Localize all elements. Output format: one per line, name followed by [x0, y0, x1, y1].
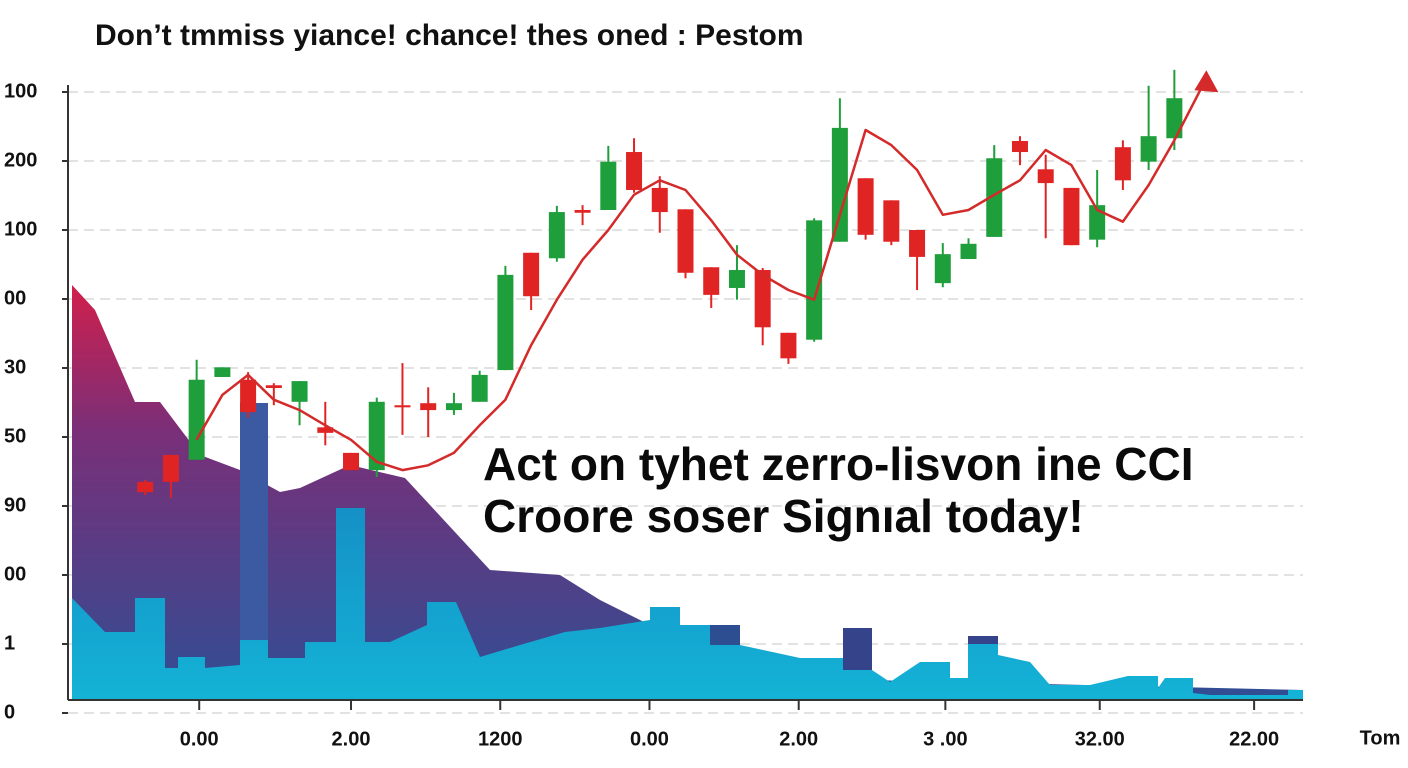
trend-line	[195, 128, 1176, 472]
candle-body	[934, 254, 951, 284]
x-tick-label: 32.00	[1075, 728, 1125, 750]
background-area	[72, 285, 1303, 700]
candle-body	[626, 152, 643, 190]
candle-body	[574, 209, 591, 213]
background-bar	[710, 625, 740, 645]
candle-body	[1089, 205, 1106, 240]
candle-body	[1037, 169, 1054, 184]
candle-body	[857, 178, 874, 235]
candle-body	[548, 212, 565, 259]
annotation: Croore soser Signıal today!	[483, 490, 1084, 542]
x-tick-label: 2.00	[332, 728, 371, 750]
candle-body	[291, 381, 308, 402]
candle-body	[137, 481, 154, 493]
annotation: Act on tyhet zerro-lisvon ine CCI	[483, 438, 1194, 490]
candle-body	[523, 252, 540, 297]
candle-body	[960, 243, 977, 259]
y-tick-label: 50	[4, 425, 26, 447]
candle-body	[420, 403, 437, 411]
x-tick-label: 0.00	[180, 728, 219, 750]
background-area	[72, 508, 1303, 700]
x-tick-label: 22.00	[1229, 728, 1279, 750]
y-tick-label: 100	[4, 80, 37, 102]
x-tick-label: 2.00	[779, 728, 818, 750]
candle-body	[651, 187, 668, 213]
candle-body	[883, 200, 900, 242]
candle-body	[1114, 147, 1131, 181]
candle-body	[728, 270, 745, 288]
candle-body	[162, 454, 179, 482]
y-tick-label: 00	[4, 287, 26, 309]
candle-body	[677, 209, 694, 273]
candle-body	[806, 220, 823, 340]
y-tick-label: 1	[4, 632, 15, 654]
y-tick-label: 00	[4, 563, 26, 585]
candle-body	[600, 161, 617, 210]
background-bar	[843, 628, 872, 670]
candle-body	[1166, 98, 1183, 139]
candle-body	[497, 274, 514, 371]
candle-body	[780, 332, 797, 359]
candle-body	[1063, 187, 1080, 246]
y-tick-label: 90	[4, 494, 26, 516]
x-axis-title: Tom	[1360, 727, 1401, 749]
x-tick-label: 0.00	[630, 728, 669, 750]
x-tick-label: 3 .00	[923, 728, 967, 750]
candle-body	[188, 379, 205, 460]
candle-body	[317, 427, 334, 433]
candle-body	[343, 452, 360, 471]
candle-body	[214, 367, 231, 377]
x-tick-label: 1200	[478, 728, 523, 750]
plot	[137, 69, 1219, 498]
y-tick-label: 200	[4, 149, 37, 171]
y-tick-label: 30	[4, 356, 26, 378]
candle-body	[1011, 140, 1028, 153]
candle-body	[754, 270, 771, 328]
candle-body	[986, 158, 1003, 237]
candle-body	[1140, 136, 1157, 162]
candle-body	[703, 267, 720, 295]
candle-body	[368, 401, 385, 471]
background-bar	[968, 636, 998, 644]
candle-body	[240, 379, 257, 413]
chart-title: Don’t tmmiss yiance! chance! thes oned :…	[95, 19, 804, 52]
y-tick-label: 100	[4, 218, 37, 240]
y-tick-label: 0	[4, 701, 15, 723]
candle-body	[394, 405, 411, 408]
candle-body	[445, 403, 462, 411]
candle-body	[831, 127, 848, 242]
candle-body	[265, 385, 282, 389]
candle-body	[471, 374, 488, 402]
candle-body	[909, 230, 926, 257]
trend-arrow	[1194, 70, 1219, 93]
